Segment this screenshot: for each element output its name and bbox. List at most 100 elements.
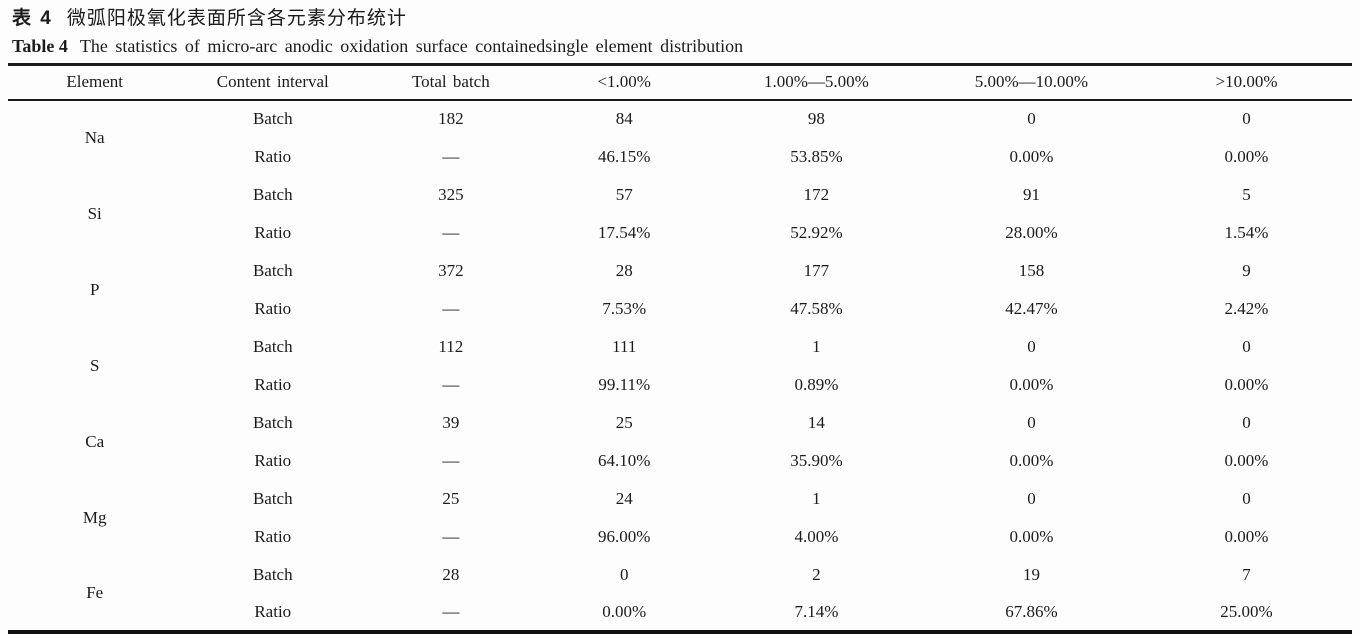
element-distribution-table: Element Content interval Total batch <1.00%… <box>8 63 1352 634</box>
table-row-p-batch: P Batch 372 28 177 158 9 <box>8 252 1352 299</box>
table-cell: 172 <box>803 184 830 204</box>
column-header-6: 5.00%—10.00% <box>921 64 1141 101</box>
interval-label-cell: Ratio <box>254 298 292 318</box>
table-cell: — <box>442 222 460 242</box>
table-cell: 99.11% <box>598 374 651 394</box>
table-cell: 39 <box>442 412 460 432</box>
table-caption-english: Table 4 The statistics of micro-arc anodi… <box>8 33 1352 59</box>
table-cell: 42.47% <box>1005 298 1058 318</box>
table-cell: 0 <box>1027 336 1036 356</box>
table-cell: 2 <box>812 564 821 584</box>
interval-label-cell: Batch <box>252 488 293 508</box>
table-cell: 52.92% <box>790 222 843 242</box>
table-cell: 0.00% <box>1224 450 1269 470</box>
table-cell: 84 <box>615 109 633 128</box>
table-row-na-batch: Na Batch 182 84 98 0 0 <box>8 100 1352 147</box>
table-cell: 158 <box>1018 260 1045 280</box>
table-cell: 35.90% <box>790 450 843 470</box>
table-cell: — <box>442 146 460 166</box>
interval-label-cell: Batch <box>252 184 293 204</box>
table-cell: 1 <box>812 336 821 356</box>
table-cell: 0.00% <box>1009 146 1054 166</box>
table-cell: 28 <box>615 260 633 280</box>
element-symbol-cell: Fe <box>86 582 104 602</box>
table-row-ca-batch: Ca Batch 39 25 14 0 0 <box>8 404 1352 451</box>
table-cell: 0.00% <box>1224 146 1269 166</box>
table-cell: 4.00% <box>794 526 839 546</box>
table-title-en: The statistics of micro-arc anodic oxida… <box>79 36 744 56</box>
table-cell: 53.85% <box>790 146 843 166</box>
table-cell: 98 <box>807 109 825 128</box>
table-caption-chinese: 表 4 微弧阳极氧化表面所含各元素分布统计 <box>8 5 1352 33</box>
table-cell: 0 <box>1027 109 1036 128</box>
table-cell: — <box>442 526 460 546</box>
interval-label-cell: Batch <box>252 109 293 128</box>
element-symbol-cell: Ca <box>85 431 105 451</box>
table-cell: — <box>442 601 460 621</box>
table-cell: 0 <box>1242 412 1251 432</box>
table-row-si-ratio: Ratio — 17.54% 52.92% 28.00% 1.54% <box>8 214 1352 252</box>
table-cell: 111 <box>612 336 637 356</box>
table-cell: 177 <box>803 260 830 280</box>
column-header-5: 1.00%—5.00% <box>710 64 922 101</box>
table-row-si-batch: Si Batch 325 57 172 91 5 <box>8 176 1352 223</box>
table-cell: 0.00% <box>1009 526 1054 546</box>
interval-label-cell: Batch <box>252 336 293 356</box>
column-header-2: Content interval <box>181 64 365 101</box>
table-cell: 17.54% <box>598 222 651 242</box>
interval-label-cell: Batch <box>252 412 293 432</box>
table-row-mg-batch: Mg Batch 25 24 1 0 0 <box>8 480 1352 527</box>
table-cell: — <box>442 374 460 394</box>
table-cell: 25.00% <box>1220 601 1273 621</box>
table-cell: 25 <box>615 412 633 432</box>
table-cell: 0.00% <box>1224 526 1269 546</box>
element-symbol-cell: Mg <box>82 507 107 527</box>
table-cell: 24 <box>615 488 633 508</box>
table-cell: 0.00% <box>1009 450 1054 470</box>
table-cell: 46.15% <box>598 146 651 166</box>
table-cell: 0 <box>1242 336 1251 356</box>
table-cell: 57 <box>615 184 633 204</box>
interval-label-cell: Batch <box>252 260 293 280</box>
table-cell: 19 <box>1022 564 1040 584</box>
element-symbol-cell: S <box>89 355 100 375</box>
table-row-na-ratio: Ratio — 46.15% 53.85% 0.00% 0.00% <box>8 138 1352 176</box>
element-symbol-cell: Si <box>87 203 102 223</box>
table-cell: 25 <box>442 488 460 508</box>
table-cell: 96.00% <box>598 526 651 546</box>
table-cell: 91 <box>1022 184 1040 204</box>
table-cell: 372 <box>438 260 464 280</box>
table-number-cn: 表 4 <box>12 8 53 29</box>
table-cell: 325 <box>438 184 464 204</box>
table-cell: 0.00% <box>1224 374 1269 394</box>
table-cell: 28.00% <box>1005 222 1058 242</box>
table-cell: — <box>442 450 460 470</box>
table-cell: 0.00% <box>602 601 647 621</box>
table-cell: 7.14% <box>794 601 839 621</box>
interval-label-cell: Batch <box>252 564 293 584</box>
interval-label-cell: Ratio <box>254 450 292 470</box>
table-cell: 47.58% <box>790 298 843 318</box>
table-row-p-ratio: Ratio — 7.53% 47.58% 42.47% 2.42% <box>8 290 1352 328</box>
interval-label-cell: Ratio <box>254 374 292 394</box>
table-cell: 2.42% <box>1224 298 1269 318</box>
interval-label-cell: Ratio <box>254 146 292 166</box>
column-header-1: Element <box>8 64 182 101</box>
table-body: Na Batch 182 84 98 0 0 Ratio — 46.15% 53.85% 0.00% 0… <box>8 100 1352 632</box>
table-cell: 0 <box>619 564 629 584</box>
table-cell: 67.86% <box>1005 601 1058 621</box>
table-cell: 182 <box>438 109 464 128</box>
table-number-en: Table 4 <box>12 36 68 56</box>
table-header-row: Element Content interval Total batch <1.00%… <box>8 64 1352 101</box>
table-row-s-batch: S Batch 112 111 1 0 0 <box>8 328 1352 375</box>
interval-label-cell: Ratio <box>254 601 292 621</box>
table-cell: 9 <box>1242 260 1251 280</box>
table-row-fe-ratio: Ratio — 0.00% 7.14% 67.86% 25.00% <box>8 594 1352 632</box>
table-cell: 14 <box>807 412 825 432</box>
table-cell: 0.00% <box>1009 374 1054 394</box>
table-cell: 1.54% <box>1224 222 1269 242</box>
table-row-s-ratio: Ratio — 99.11% 0.89% 0.00% 0.00% <box>8 366 1352 404</box>
table-cell: 64.10% <box>598 450 651 470</box>
table-row-mg-ratio: Ratio — 96.00% 4.00% 0.00% 0.00% <box>8 518 1352 556</box>
